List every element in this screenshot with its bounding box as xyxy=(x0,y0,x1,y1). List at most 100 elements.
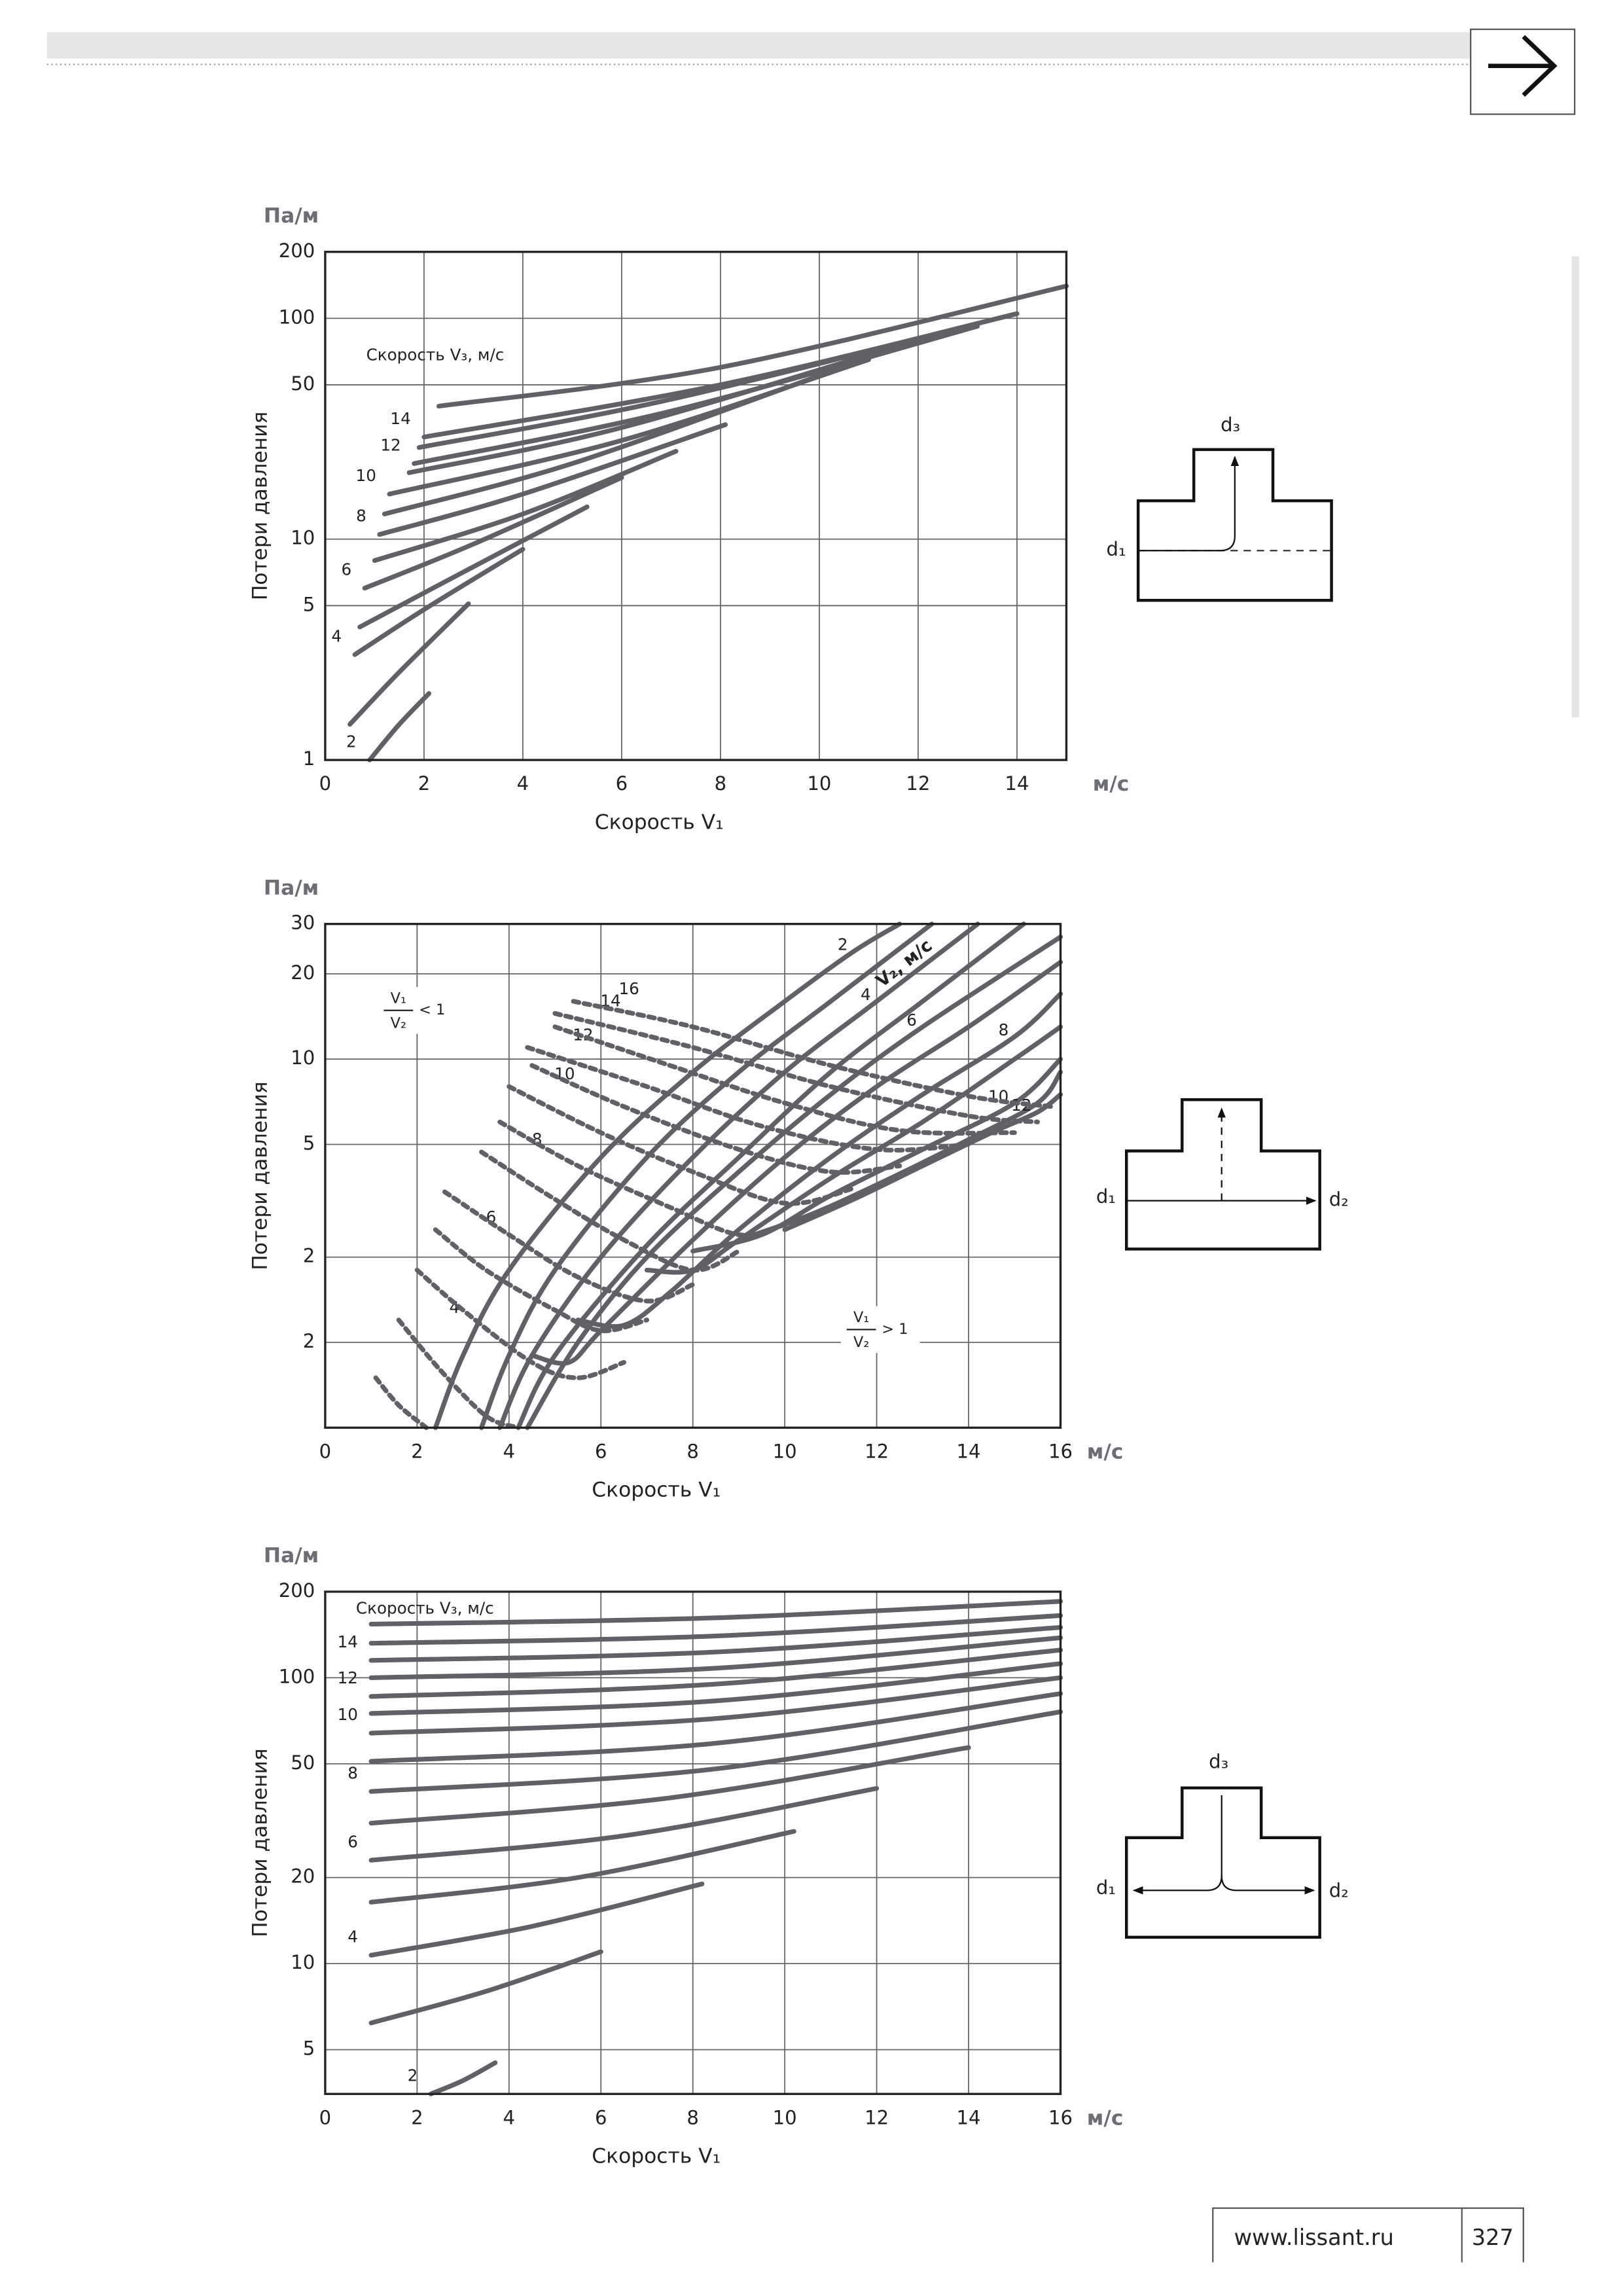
curve xyxy=(368,1881,705,1958)
curve xyxy=(368,1661,1063,1716)
curve xyxy=(357,504,590,630)
curve xyxy=(507,1084,857,1206)
x-tick-label: 0 xyxy=(319,2106,332,2128)
curve-label: 6 xyxy=(906,1011,917,1030)
x-tick-label: 16 xyxy=(1048,2106,1073,2128)
curve xyxy=(529,1063,902,1175)
x-tick-label: 16 xyxy=(1048,1440,1073,1462)
curve xyxy=(552,1011,1040,1124)
y-axis-title: Потери давления xyxy=(248,1748,272,1937)
curve-label: 12 xyxy=(380,435,401,454)
next-button[interactable] xyxy=(1470,28,1576,115)
y-tick-label: 100 xyxy=(279,306,315,328)
curve xyxy=(377,422,728,537)
curve-label: 14 xyxy=(390,409,410,428)
curve xyxy=(368,1691,1063,1764)
curve xyxy=(367,691,432,762)
y-tick-label: 10 xyxy=(291,527,315,549)
diagram-label: d₂ xyxy=(1329,1880,1349,1902)
x-tick-label: 12 xyxy=(865,1440,889,1462)
x-tick-label: 8 xyxy=(687,1440,699,1462)
x-tick-label: 8 xyxy=(715,772,727,795)
curve xyxy=(387,357,872,497)
curve xyxy=(529,960,1063,1366)
curve xyxy=(348,601,471,727)
legend-title: Скорость V₃, м/с xyxy=(366,346,505,365)
x-tick-label: 12 xyxy=(865,2106,889,2128)
x-tick-label: 10 xyxy=(773,1440,797,1462)
curve xyxy=(368,1785,880,1863)
curve xyxy=(497,1119,787,1238)
plot-frame xyxy=(324,251,1068,761)
curve xyxy=(368,1635,1063,1680)
region-numerator: V₁ xyxy=(391,990,406,1007)
curve xyxy=(479,1149,741,1273)
x-tick-label: 14 xyxy=(957,2106,981,2128)
curve xyxy=(575,991,1063,1329)
curve xyxy=(571,999,1054,1109)
y-tick-label: 5 xyxy=(303,1132,315,1155)
next-arrow xyxy=(1488,35,1558,97)
x-tick-label: 0 xyxy=(319,772,332,795)
x-tick-label: 6 xyxy=(616,772,628,795)
curve xyxy=(421,311,1020,440)
x-unit: м/с xyxy=(1087,2106,1124,2130)
region-denominator: V₂ xyxy=(853,1334,869,1351)
x-tick-label: 10 xyxy=(773,2106,797,2128)
y-tick-label: 20 xyxy=(291,1865,315,1888)
footer-box xyxy=(1212,2207,1524,2263)
region-denominator: V₂ xyxy=(391,1014,406,1031)
x-tick-label: 14 xyxy=(1005,772,1029,795)
x-axis-title: Скорость V₁ xyxy=(592,1479,721,1502)
curve xyxy=(516,922,1026,1430)
x-unit: м/с xyxy=(1093,772,1130,796)
curve-label: 6 xyxy=(341,560,351,579)
curve xyxy=(373,1375,429,1430)
curve xyxy=(497,922,980,1430)
x-tick-label: 2 xyxy=(411,2106,423,2128)
y-tick-label: 200 xyxy=(279,240,315,262)
curve xyxy=(525,934,1063,1430)
region-relation: < 1 xyxy=(419,1001,445,1018)
curve xyxy=(368,1613,1063,1646)
curve xyxy=(368,1624,1063,1663)
curve xyxy=(428,2060,498,2096)
curve-label: 4 xyxy=(861,985,871,1004)
chart: 2 2 5 10 20 30 0 2 4 6 8 10 12 14 16 Па/м м/с Скорость V₁… xyxy=(248,876,1123,1501)
x-tick-label: 6 xyxy=(595,1440,607,1462)
x-tick-label: 2 xyxy=(418,772,431,795)
footer-site: www.lissant.ru xyxy=(1234,2225,1394,2250)
curve xyxy=(368,1647,1063,1699)
y-tick-label: 100 xyxy=(279,1665,315,1687)
curve-label: 10 xyxy=(356,466,376,485)
diagram-label: d₁ xyxy=(1096,1185,1116,1208)
curve-label: 2 xyxy=(346,732,357,751)
y-tick-label: 10 xyxy=(291,1047,315,1069)
curve xyxy=(368,1829,796,1905)
page-number: 327 xyxy=(1472,2225,1514,2250)
tee-diagram: d₃ d₁ xyxy=(1106,414,1336,602)
diagram-label: d₁ xyxy=(1106,538,1126,560)
curve-label: 2 xyxy=(408,2066,418,2085)
x-tick-label: 14 xyxy=(957,1440,981,1462)
curve xyxy=(396,1318,521,1430)
y-tick-label: 5 xyxy=(303,593,315,615)
x-axis-title: Скорость V₁ xyxy=(592,2144,721,2168)
x-tick-label: 12 xyxy=(906,772,930,795)
y-tick-label: 20 xyxy=(291,961,315,984)
y-tick-label: 30 xyxy=(291,912,315,934)
y-tick-label: 2 xyxy=(303,1245,315,1267)
curve xyxy=(362,475,624,591)
curve xyxy=(412,324,980,466)
curve-label: 4 xyxy=(348,1927,358,1946)
curve-label: 12 xyxy=(338,1668,358,1687)
diagram-label: d₃ xyxy=(1209,1751,1228,1773)
curve xyxy=(368,1949,603,2026)
curve xyxy=(368,1709,1063,1794)
x-tick-label: 4 xyxy=(517,772,529,795)
plot-frame xyxy=(324,1590,1062,2095)
curve-label: 10 xyxy=(338,1705,358,1724)
region-numerator: V₁ xyxy=(853,1309,869,1326)
